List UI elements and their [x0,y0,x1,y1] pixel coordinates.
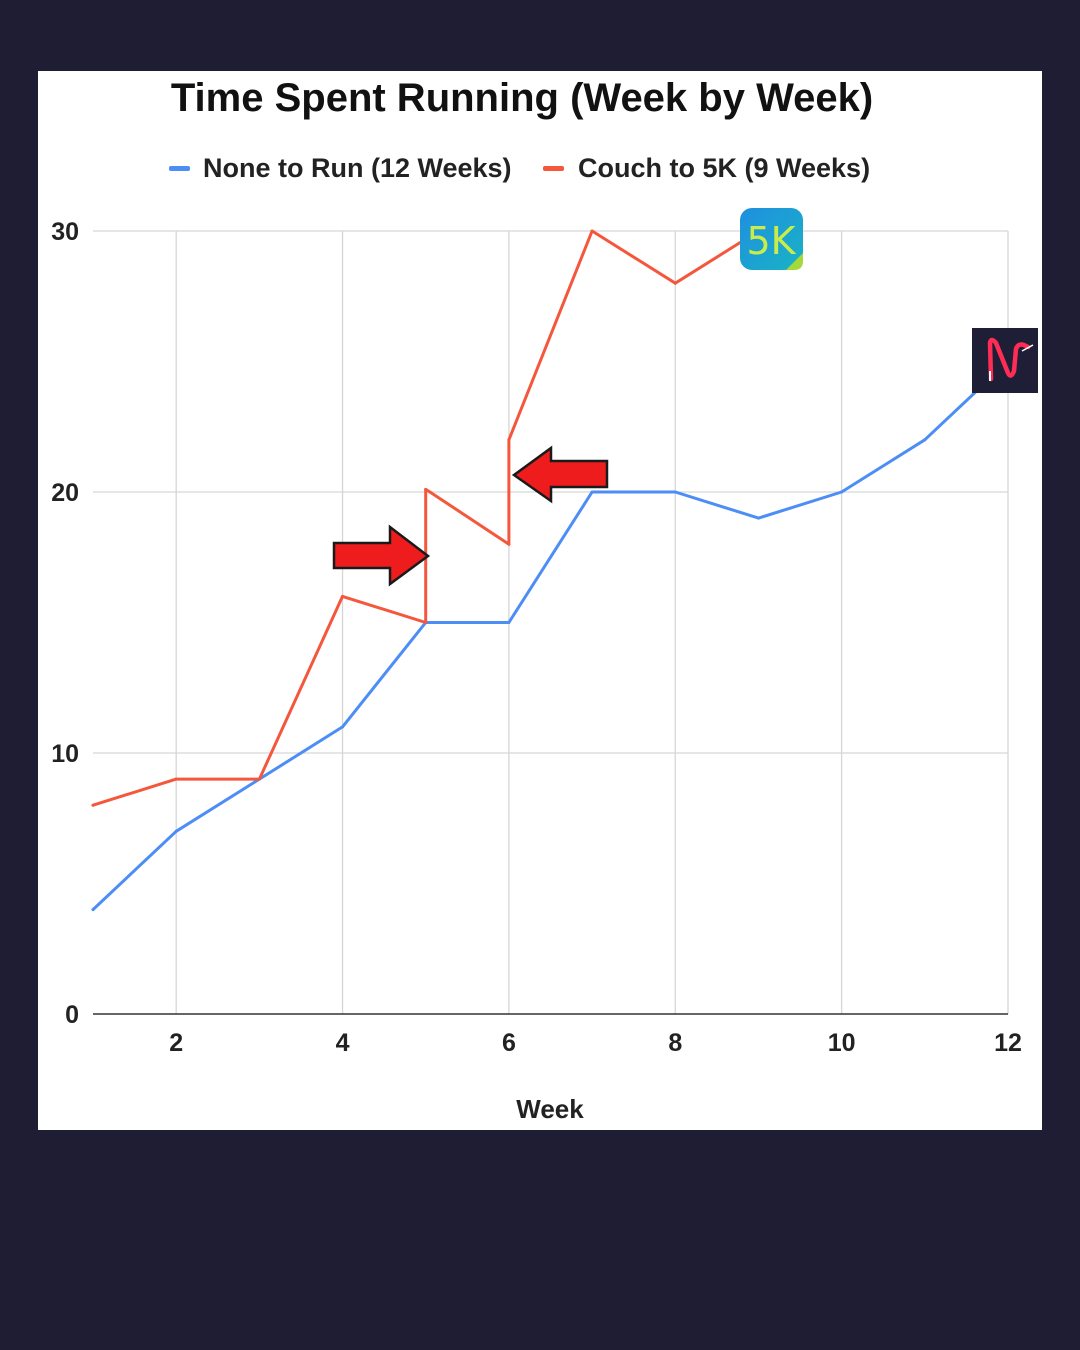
arrow-right-annotation [332,524,431,587]
none-to-run-app-icon [972,328,1038,393]
data-point-series-1-10 [673,281,677,285]
x-tick-label-12: 12 [994,1029,1022,1057]
svg-text:5K: 5K [746,219,796,263]
data-point-series-0-7 [673,490,677,494]
legend-swatch-couch-to-5k [543,166,564,171]
data-point-series-0-1 [174,829,178,833]
y-tick-label-30: 30 [51,218,79,246]
legend-swatch-none-to-run [169,166,190,171]
data-point-series-0-10 [923,438,927,442]
data-point-series-0-3 [341,725,345,729]
x-tick-label-2: 2 [169,1029,183,1057]
series-points [91,229,1010,912]
data-point-series-1-0 [91,803,95,807]
series-line-0 [91,360,1010,912]
legend-label-none-to-run: None to Run (12 Weeks) [203,153,512,183]
data-point-series-1-9 [590,229,594,233]
data-point-series-1-5 [424,487,428,491]
data-point-series-0-8 [756,516,760,520]
line-chart: Time Spent Running (Week by Week) None t… [51,76,1038,1124]
tick-labels: 2 4 6 8 10 12 0 10 20 30 [51,218,1022,1057]
legend-label-couch-to-5k: Couch to 5K (9 Weeks) [578,153,870,183]
x-axis-label: Week [516,1094,584,1124]
data-point-series-0-5 [507,621,511,624]
data-point-series-1-1 [174,777,178,781]
legend: None to Run (12 Weeks) Couch to 5K (9 We… [169,153,870,183]
data-point-series-1-3 [341,594,345,598]
y-tick-label-20: 20 [51,479,79,507]
x-tick-label-8: 8 [668,1029,682,1057]
data-point-series-1-8 [507,438,511,442]
data-point-series-0-6 [590,490,594,494]
data-point-series-1-2 [257,777,261,781]
data-point-series-1-4 [424,621,428,624]
series-line-1 [91,229,760,807]
data-point-series-0-9 [840,490,844,494]
data-point-series-1-7 [507,542,511,546]
x-tick-label-6: 6 [502,1029,516,1057]
y-tick-label-0: 0 [65,1001,79,1029]
chart-title: Time Spent Running (Week by Week) [171,76,873,120]
series-lines [91,229,1010,912]
data-point-series-1-6 [428,490,432,494]
couch-to-5k-app-icon: 5K [740,208,803,270]
arrow-left-annotation [511,445,609,504]
chart-card: Time Spent Running (Week by Week) None t… [38,71,1042,1130]
gridlines [93,230,1009,1015]
y-tick-label-10: 10 [51,740,79,768]
data-point-series-0-0 [91,908,95,912]
x-tick-label-10: 10 [828,1029,856,1057]
x-tick-label-4: 4 [336,1029,350,1057]
